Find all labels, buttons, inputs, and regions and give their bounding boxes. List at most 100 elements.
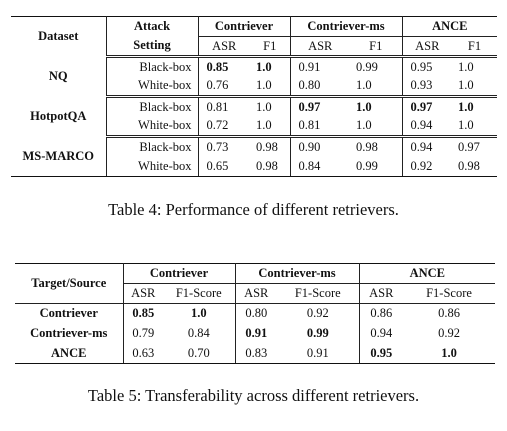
t4-header-metric: ASR (198, 36, 250, 58)
t4-header-metric: F1 (350, 36, 403, 58)
t5-header-metric: ASR (359, 283, 404, 304)
t5-value-cell: 0.80 (245, 306, 268, 321)
t5-value-cell: 0.83 (235, 343, 277, 364)
t4-setting-cell: Black-box (106, 96, 199, 117)
t5-value-cell: 0.70 (163, 343, 236, 364)
t5-value-cell: 0.94 (370, 326, 393, 340)
t5-header-metric: ASR (123, 283, 163, 304)
table-row: MS-MARCO Black-box 0.73 0.98 0.90 0.98 0… (11, 136, 497, 177)
t4-header-retriever: Contriever (198, 16, 291, 37)
t4-header-retriever: Contriever-ms (290, 16, 403, 37)
t4-value-cell: 0.98 (250, 156, 291, 177)
t4-header-metric: ASR (402, 36, 453, 58)
t4-header-metric: F1 (452, 36, 498, 58)
t4-value-cell: 0.73 (206, 139, 229, 154)
t4-dataset-label: NQ (11, 56, 107, 97)
t5-header-metric: ASR (235, 283, 277, 304)
t4-header-metric: F1 (250, 36, 291, 58)
table-row: White-box 0.76 1.0 0.80 1.0 0.93 1.0 (11, 76, 498, 98)
t5-value-cell: 0.86 (438, 306, 460, 321)
t4-value-cell: 1.0 (250, 116, 291, 138)
table-4: Dataset Attack Contriever Contriever-ms … (11, 16, 498, 177)
t4-value-cell: 1.0 (452, 76, 498, 98)
t5-value-cell: 0.91 (277, 343, 360, 364)
t5-header-source: Contriever (123, 263, 236, 284)
t5-header-source: ANCE (359, 263, 496, 284)
t4-value-cell: 0.99 (350, 156, 403, 177)
t4-setting-cell: White-box (106, 76, 199, 98)
t4-group-msmarco: MS-MARCO Black-box 0.73 0.98 0.90 0.98 0… (11, 136, 498, 177)
t5-value-cell: 0.95 (359, 343, 404, 364)
t4-value-cell: 1.0 (350, 96, 403, 117)
t5-value-cell: 0.85 (132, 306, 155, 321)
t5-header-metric: F1-Score (277, 283, 360, 304)
t4-setting-cell: White-box (106, 116, 199, 138)
t5-value-cell: 1.0 (403, 343, 496, 364)
t4-value-cell: 0.65 (198, 156, 250, 177)
t4-value-cell: 0.72 (198, 116, 250, 138)
t4-header-retriever: ANCE (402, 16, 498, 37)
t4-value-cell: 0.76 (198, 76, 250, 98)
t5-value-cell: 0.63 (123, 343, 163, 364)
t5-value-cell: 0.92 (277, 303, 360, 324)
t5-header-metric: F1-Score (403, 283, 496, 304)
table-row: White-box 0.65 0.98 0.84 0.99 0.92 0.98 (11, 156, 498, 177)
t4-value-cell: 0.85 (206, 59, 229, 74)
t4-value-cell: 0.95 (410, 59, 433, 74)
t5-value-cell: 0.84 (163, 323, 236, 344)
t4-value-cell: 0.97 (298, 99, 321, 114)
t4-value-cell: 0.98 (350, 136, 403, 157)
t4-header-setting: Setting (106, 36, 199, 58)
t4-value-cell: 1.0 (350, 76, 403, 98)
t4-value-cell: 0.81 (206, 99, 229, 114)
t5-value-cell: 0.86 (370, 306, 393, 321)
table-row: ANCE 0.63 0.70 0.83 0.91 0.95 1.0 (15, 343, 496, 364)
table-row: Contriever 0.85 1.0 0.80 0.92 0.86 0.86 (15, 303, 495, 324)
t5-target-label: ANCE (15, 343, 124, 364)
t4-value-cell: 1.0 (250, 56, 291, 77)
t4-value-cell: 1.0 (458, 99, 474, 114)
table-row: Contriever-ms 0.79 0.84 0.91 0.99 0.94 0… (15, 323, 495, 344)
t4-group-hotpotqa: HotpotQA Black-box 0.81 1.0 0.97 1.0 0.9… (11, 96, 498, 138)
t4-value-cell: 0.98 (452, 156, 498, 177)
t5-value-cell: 1.0 (163, 303, 236, 324)
t4-header-attack: Attack (106, 16, 199, 37)
t5-target-label: Contriever-ms (15, 323, 124, 344)
t4-header-dataset: Dataset (11, 16, 107, 57)
t4-dataset-label: MS-MARCO (11, 136, 107, 177)
t4-setting-cell: Black-box (106, 56, 199, 77)
t4-header-metric: ASR (290, 36, 350, 58)
t5-header-metric: F1-Score (163, 283, 236, 304)
t4-group-nq: NQ Black-box 0.85 1.0 0.91 0.99 0.95 1.0… (11, 56, 498, 98)
t4-setting-cell: Black-box (106, 136, 199, 157)
table-5-caption: Table 5: Transferability across differen… (87, 386, 420, 405)
t4-value-cell: 1.0 (350, 116, 403, 138)
t5-value-cell: 0.79 (132, 326, 155, 340)
t4-value-cell: 0.93 (402, 76, 453, 98)
t5-header-source: Contriever-ms (235, 263, 360, 284)
t4-setting-cell: White-box (106, 156, 199, 177)
table-row: White-box 0.72 1.0 0.81 1.0 0.94 1.0 (11, 116, 498, 138)
t4-value-cell: 0.91 (298, 59, 321, 74)
t4-value-cell: 0.97 (410, 99, 433, 114)
t5-value-cell: 0.91 (245, 326, 268, 340)
t4-value-cell: 0.94 (402, 116, 453, 138)
t4-value-cell: 0.94 (410, 139, 433, 154)
t4-value-cell: 1.0 (250, 76, 291, 98)
t4-value-cell: 1.0 (458, 59, 474, 74)
table-row: NQ Black-box 0.85 1.0 0.91 0.99 0.95 1.0 (11, 56, 497, 97)
t4-value-cell: 0.97 (458, 139, 480, 154)
t5-value-cell: 0.92 (438, 326, 460, 340)
table-5: Target/Source Contriever Contriever-ms A… (15, 263, 496, 364)
table-row: HotpotQA Black-box 0.81 1.0 0.97 1.0 0.9… (11, 96, 497, 137)
t4-value-cell: 0.81 (290, 116, 350, 138)
t5-target-label: Contriever (15, 303, 124, 324)
t4-value-cell: 1.0 (250, 96, 291, 117)
t4-value-cell: 0.84 (290, 156, 350, 177)
t5-value-cell: 0.99 (277, 323, 360, 344)
t4-value-cell: 0.98 (250, 136, 291, 157)
t4-value-cell: 0.80 (290, 76, 350, 98)
table-4-caption: Table 4: Performance of different retrie… (108, 200, 399, 219)
t4-value-cell: 1.0 (452, 116, 498, 138)
